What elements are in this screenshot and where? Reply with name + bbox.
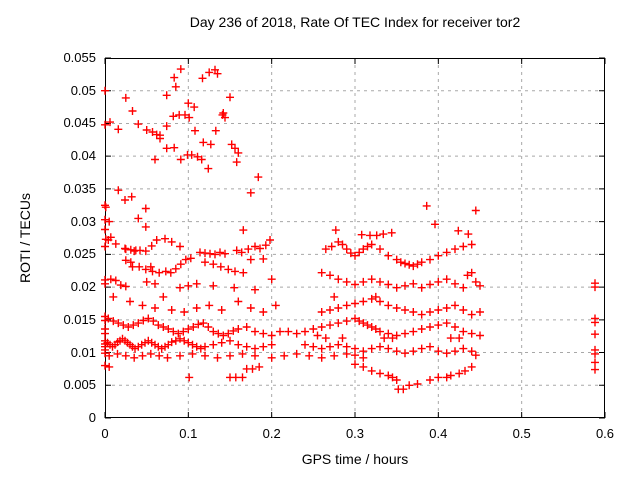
x-tick-label: 0.1 (179, 426, 198, 441)
x-tick-label: 0.4 (429, 426, 448, 441)
scatter-plot-svg (101, 57, 606, 419)
y-tick-label: 0.025 (63, 246, 96, 262)
y-tick-label: 0.03 (70, 213, 96, 229)
chart-title: Day 236 of 2018, Rate Of TEC Index for r… (189, 14, 521, 30)
x-tick-label: 0.5 (512, 426, 531, 441)
y-tick-label: 0.015 (63, 311, 96, 327)
y-tick-label: 0.05 (70, 82, 96, 98)
plot-area (101, 57, 606, 419)
x-tick-label: 0.6 (595, 426, 615, 441)
x-tick-label: 0.3 (345, 426, 365, 441)
y-tick-label: 0 (88, 410, 96, 425)
x-axis-label: GPS time / hours (301, 451, 409, 467)
y-tick-label: 0.01 (70, 344, 96, 360)
y-tick-label: 0.055 (63, 50, 96, 65)
x-tick-label: 0 (101, 426, 109, 441)
x-tick-label: 0.2 (262, 426, 281, 441)
scatter-points (101, 65, 599, 394)
y-tick-label: 0.005 (63, 377, 96, 393)
y-axis-label: ROTI / TECUs (17, 193, 33, 283)
y-tick-label: 0.035 (63, 180, 96, 196)
y-tick-label: 0.045 (63, 115, 96, 131)
y-tick-label: 0.04 (70, 148, 96, 164)
y-tick-label: 0.02 (70, 279, 96, 295)
